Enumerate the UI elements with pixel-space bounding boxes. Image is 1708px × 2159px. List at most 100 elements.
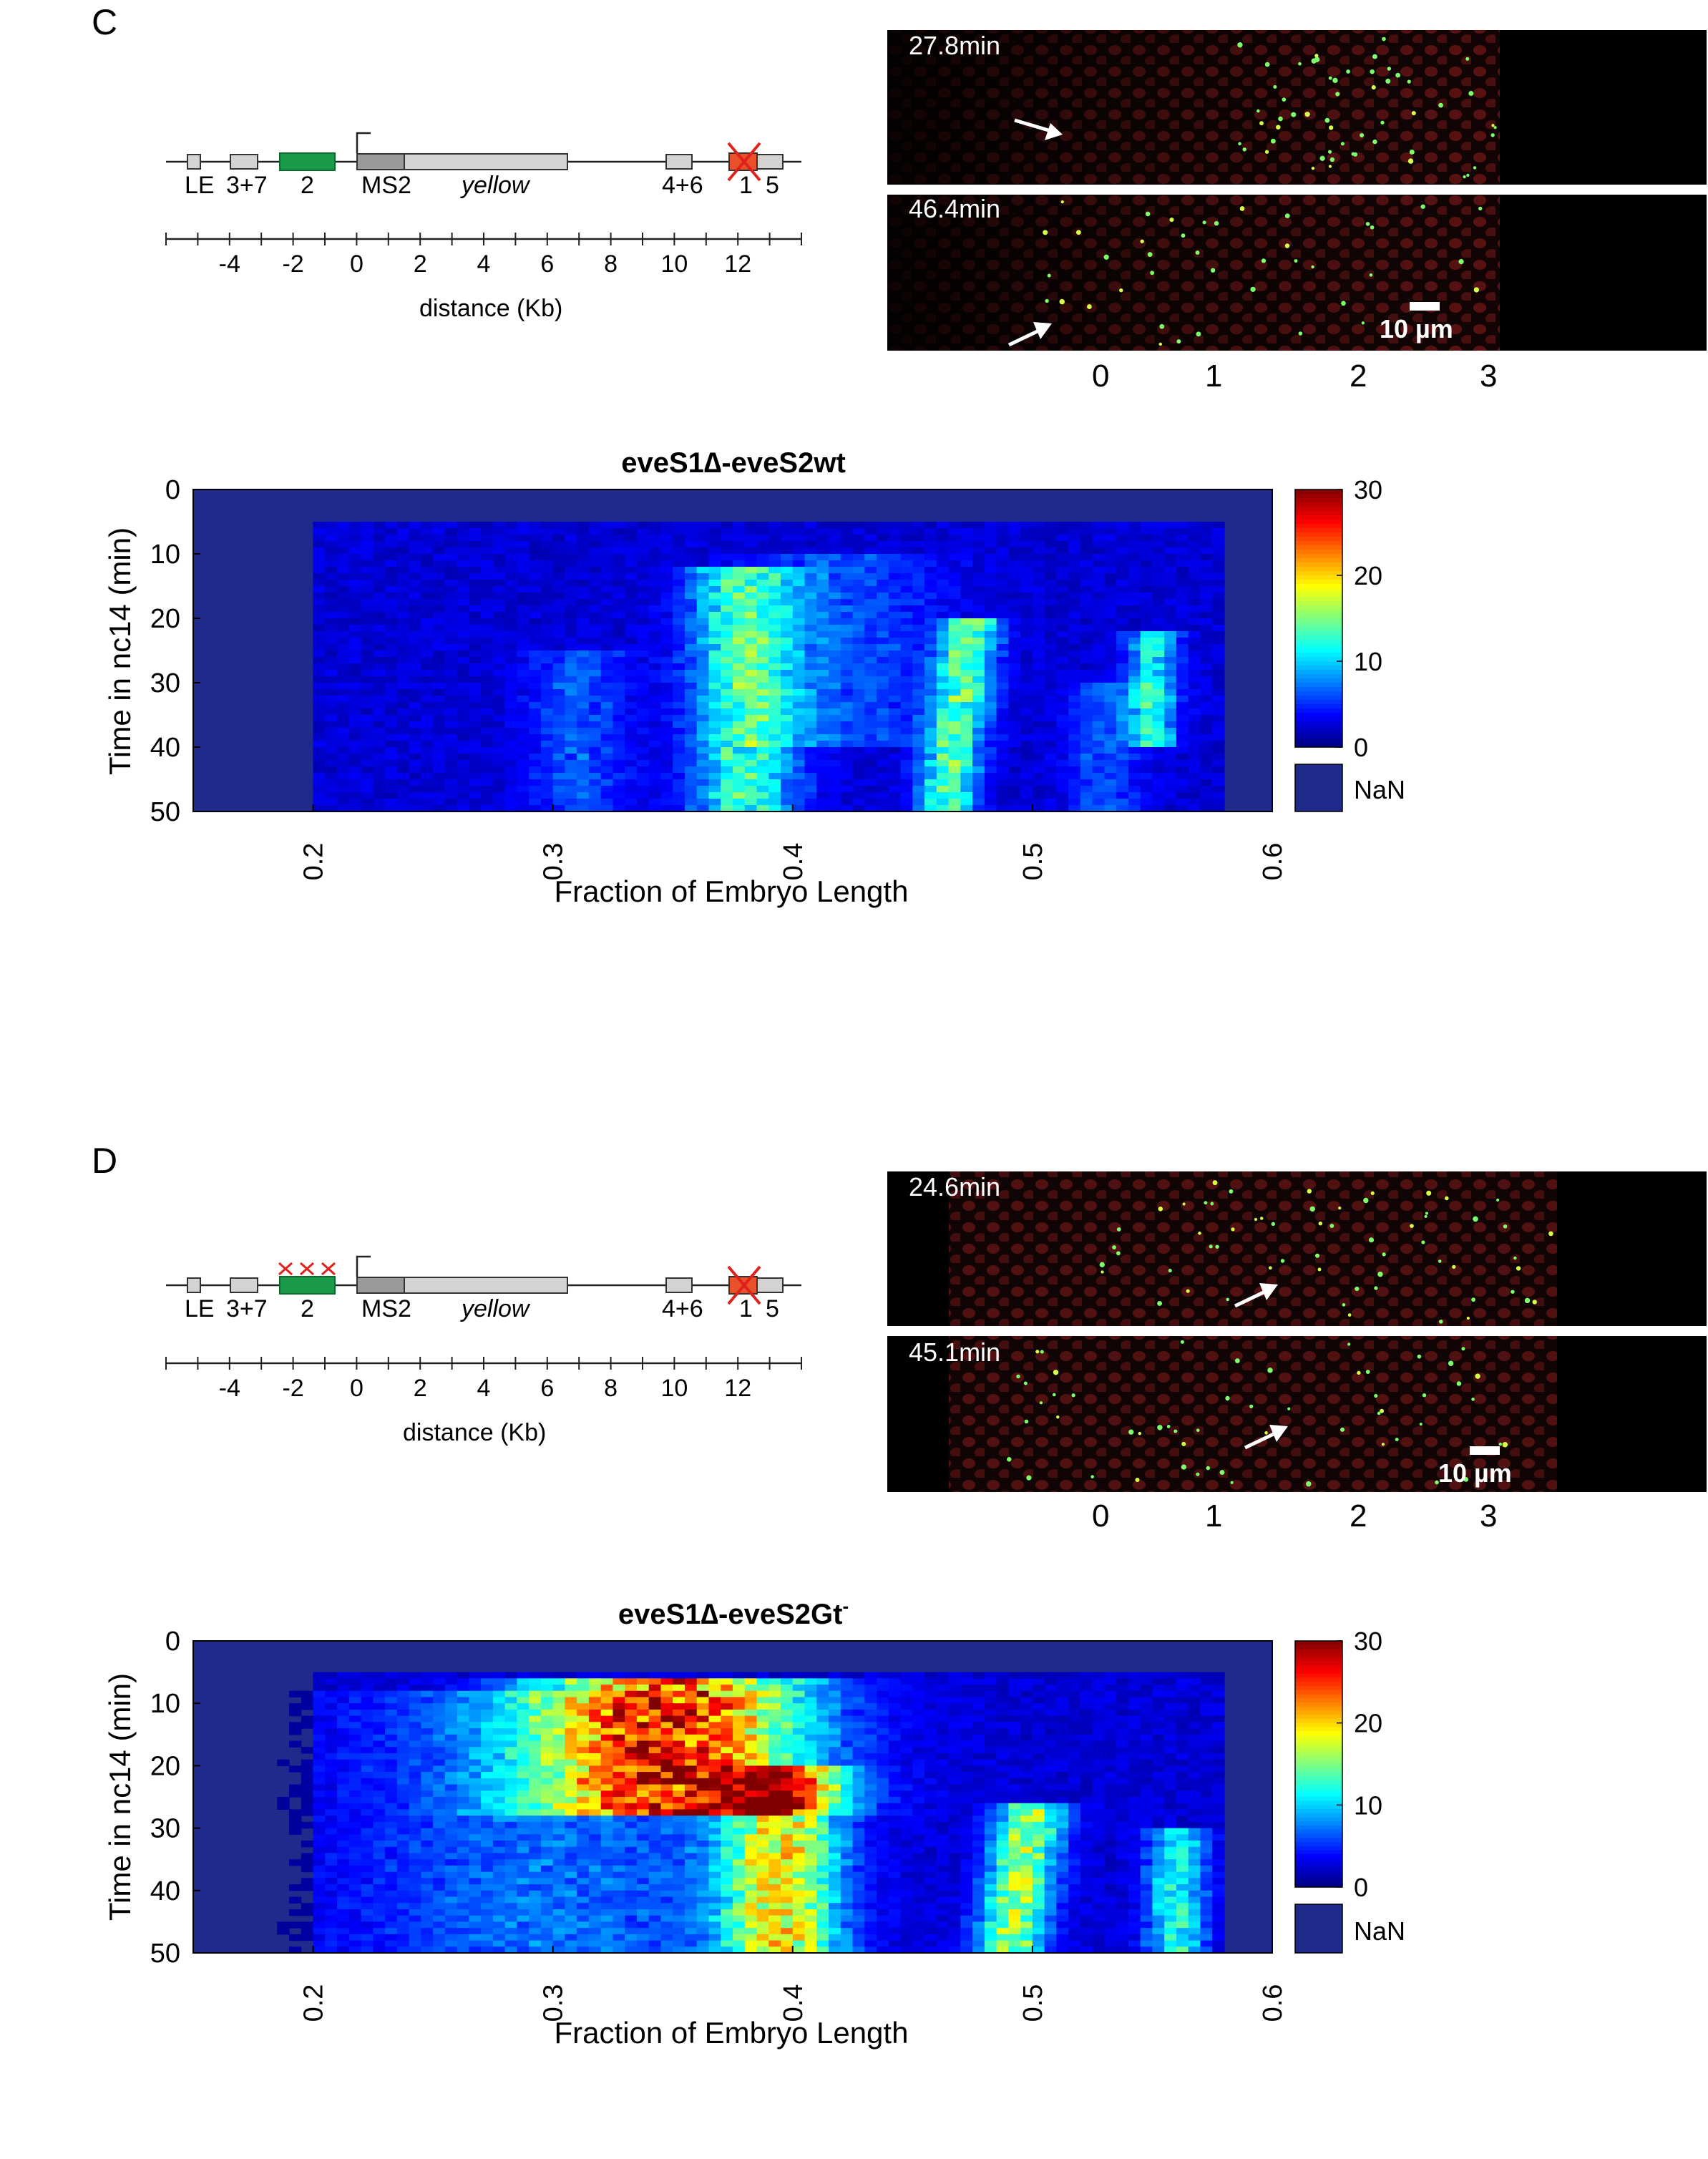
- heatmap-cell: [1080, 1672, 1093, 1679]
- heatmap-cell: [361, 670, 374, 677]
- heatmap-cell: [936, 773, 950, 780]
- heatmap-cell: [337, 702, 350, 709]
- heatmap-cell: [1080, 554, 1093, 561]
- heatmap-cell: [1068, 618, 1081, 625]
- heatmap-cell: [444, 1759, 458, 1766]
- heatmap-cell: [517, 586, 530, 593]
- heatmap-cell: [972, 1734, 985, 1742]
- heatmap-cell: [396, 676, 410, 683]
- heatmap-cell: [648, 638, 662, 645]
- heatmap-cell: [756, 792, 769, 799]
- promoter-arrow-icon: [356, 132, 371, 153]
- colorbar-segment: [1295, 717, 1342, 722]
- heatmap-cell: [660, 696, 673, 703]
- heatmap-cell: [744, 547, 758, 555]
- heatmap-cell: [325, 683, 338, 690]
- heatmap-cell: [1032, 1734, 1045, 1742]
- heatmap-cell: [744, 689, 758, 696]
- heatmap-cell: [348, 734, 362, 741]
- heatmap-cell: [852, 625, 865, 632]
- heatmap-cell: [600, 1728, 614, 1735]
- heatmap-cell: [648, 535, 662, 542]
- heatmap-cell: [733, 721, 746, 728]
- heatmap-cell: [636, 528, 650, 535]
- heatmap-cell: [1116, 650, 1129, 658]
- colorbar-segment: [1295, 571, 1342, 576]
- heatmap-cell: [1080, 792, 1093, 799]
- heatmap-cell: [636, 670, 650, 677]
- heatmap-cell: [864, 612, 877, 619]
- heatmap-cell: [469, 766, 482, 774]
- heatmap-cell: [504, 676, 517, 683]
- heatmap-cell: [529, 650, 542, 658]
- heatmap-cell: [984, 657, 997, 664]
- heatmap-cell: [1104, 1709, 1117, 1717]
- ms2-spot: [1420, 204, 1425, 209]
- heatmap-cell: [504, 586, 517, 593]
- ms2-spot: [1377, 1411, 1381, 1415]
- heatmap-cell: [457, 580, 469, 587]
- heatmap-cell: [504, 554, 517, 561]
- heatmap-cell: [816, 663, 829, 671]
- ms2-spot: [1210, 268, 1216, 273]
- heatmap-cell: [960, 535, 973, 542]
- heatmap-cell: [1068, 1703, 1081, 1710]
- heatmap-cell: [852, 766, 865, 774]
- heatmap-cell: [565, 1765, 577, 1773]
- heatmap-cell: [457, 547, 469, 555]
- heatmap-cell: [433, 805, 446, 812]
- heatmap-cell: [744, 528, 758, 535]
- heatmap-cell: [972, 683, 985, 690]
- heatmap-cell: [529, 708, 542, 716]
- heatmap-cell: [552, 805, 566, 812]
- heatmap-cell: [708, 1709, 721, 1717]
- heatmap-cell: [1080, 644, 1093, 651]
- ms2-spot: [1087, 304, 1092, 309]
- heatmap-cell: [900, 612, 913, 619]
- heatmap-cell: [1020, 1759, 1033, 1766]
- heatmap-cell: [948, 1709, 961, 1717]
- nan-swatch: [1294, 764, 1343, 812]
- heatmap-cell: [804, 715, 817, 722]
- heatmap-cell: [996, 1697, 1009, 1704]
- heatmap-cell: [325, 728, 338, 735]
- heatmap-cell: [900, 528, 913, 535]
- heatmap-cell: [708, 1734, 721, 1742]
- heatmap-cell: [1080, 638, 1093, 645]
- heatmap-cell: [1080, 580, 1093, 587]
- heatmap-cell: [409, 1672, 421, 1679]
- heatmap-cell: [900, 766, 913, 774]
- heatmap-cell: [888, 741, 902, 748]
- heatmap-cell: [313, 560, 326, 567]
- heatmap-cell: [577, 1703, 590, 1710]
- heatmap-x-axis: 0.2 0.3 0.4 0.5 0.6: [299, 804, 1288, 880]
- heatmap-cell: [1104, 567, 1117, 574]
- heatmap-cell: [1044, 638, 1057, 645]
- heatmap-cell: [1080, 560, 1093, 567]
- heatmap-cell: [1044, 1753, 1057, 1760]
- heatmap-cell: [1080, 631, 1093, 638]
- heatmap-cell: [517, 1703, 530, 1710]
- heatmap-cell: [636, 605, 650, 613]
- heatmap-cell: [588, 522, 602, 529]
- heatmap-cell: [1020, 728, 1033, 735]
- heatmap-cell: [313, 586, 326, 593]
- heatmap-cell: [600, 657, 614, 664]
- heatmap-cell: [972, 618, 985, 625]
- heatmap-cell: [313, 1690, 326, 1698]
- heatmap-cell: [900, 1672, 913, 1679]
- heatmap-cell: [864, 799, 877, 806]
- heatmap-cell: [348, 644, 362, 651]
- heatmap-cell: [1212, 747, 1225, 754]
- heatmap-cell: [1176, 1685, 1189, 1692]
- heatmap-cell: [721, 779, 733, 786]
- heatmap-cell: [900, 1753, 913, 1760]
- heatmap-cell: [852, 1685, 865, 1692]
- heatmap-cell: [648, 631, 662, 638]
- heatmap-cell: [877, 657, 889, 664]
- heatmap-cell: [1008, 786, 1021, 793]
- heatmap-cell: [888, 1747, 902, 1754]
- heatmap-cell: [900, 670, 913, 677]
- heatmap-cell: [529, 1722, 542, 1729]
- heatmap-cell: [348, 721, 362, 728]
